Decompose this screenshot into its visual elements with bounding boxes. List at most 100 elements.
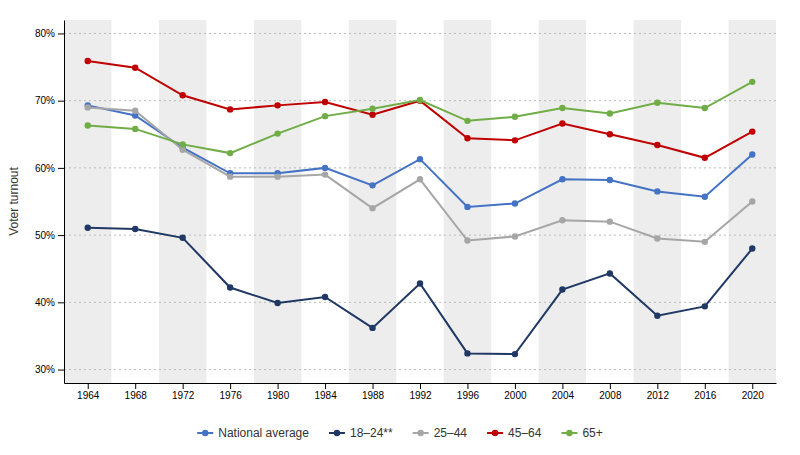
tick: 2008: [599, 383, 622, 401]
y-axis: 30%40%50%60%70%80%: [35, 21, 65, 384]
point: [702, 194, 708, 200]
line: [88, 228, 753, 354]
tick-mark: [230, 383, 231, 389]
point: [417, 176, 423, 182]
tick-mark: [58, 33, 64, 34]
point: [749, 151, 755, 157]
tick: 70%: [35, 95, 64, 106]
tick: 60%: [35, 163, 64, 174]
point: [512, 351, 518, 357]
grid-line: [64, 167, 776, 168]
point: [702, 239, 708, 245]
tick: 1984: [314, 383, 337, 401]
point: [179, 141, 185, 147]
tick: 80%: [35, 28, 64, 39]
point: [369, 325, 375, 331]
line: [88, 82, 753, 153]
line: [88, 105, 753, 207]
point: [417, 97, 423, 103]
point: [227, 106, 233, 112]
tick-mark: [467, 383, 468, 389]
band: [159, 20, 206, 383]
point: [749, 79, 755, 85]
point: [85, 122, 91, 128]
tick-mark: [88, 383, 89, 389]
legend-item: 25–44: [413, 426, 468, 440]
legend-swatch: [566, 430, 572, 436]
tick-label: 1968: [125, 390, 148, 401]
tick: 1996: [457, 383, 480, 401]
point: [749, 198, 755, 204]
legend-item: National average: [197, 426, 309, 440]
point: [227, 173, 233, 179]
legend-label: 25–44: [434, 426, 468, 440]
tick-mark: [278, 383, 279, 389]
band: [729, 20, 776, 383]
point: [85, 225, 91, 231]
band: [634, 20, 681, 383]
point: [85, 58, 91, 64]
tick-mark: [373, 383, 374, 389]
point: [654, 99, 660, 105]
point: [464, 350, 470, 356]
series: [85, 102, 756, 210]
tick: 1968: [125, 383, 148, 401]
plot-area: 1964196819721976198019841988199219962000…: [7, 20, 777, 401]
tick-mark: [515, 383, 516, 389]
point: [607, 177, 613, 183]
point: [512, 137, 518, 143]
point: [274, 102, 280, 108]
tick-label: 50%: [35, 230, 55, 241]
legend-item: 18–24**: [329, 426, 393, 440]
point: [369, 205, 375, 211]
tick-label: 1984: [314, 390, 337, 401]
point: [322, 171, 328, 177]
point: [417, 280, 423, 286]
tick-mark: [610, 383, 611, 389]
point: [179, 92, 185, 98]
point: [369, 182, 375, 188]
legend-swatch: [202, 430, 208, 436]
point: [702, 155, 708, 161]
tick-mark: [135, 383, 136, 389]
band: [64, 20, 111, 383]
tick-mark: [58, 370, 64, 371]
point: [322, 165, 328, 171]
tick-mark: [657, 383, 658, 389]
point: [417, 97, 423, 103]
tick: 1988: [362, 383, 385, 401]
tick-mark: [752, 383, 753, 389]
point: [417, 156, 423, 162]
band: [254, 20, 301, 383]
tick: 2020: [742, 383, 765, 401]
point: [322, 294, 328, 300]
tick-label: 2000: [504, 390, 527, 401]
tick: 1980: [267, 383, 290, 401]
axis-line: [64, 21, 65, 384]
line: [88, 107, 753, 241]
legend-swatch: [417, 430, 423, 436]
point: [464, 204, 470, 210]
point: [132, 226, 138, 232]
tick-label: 1972: [172, 390, 195, 401]
point: [132, 65, 138, 71]
point: [274, 173, 280, 179]
bands: [64, 20, 776, 383]
point: [512, 233, 518, 239]
point: [464, 118, 470, 124]
point: [607, 218, 613, 224]
x-axis: 1964196819721976198019841988199219962000…: [65, 383, 777, 401]
tick-label: 40%: [35, 297, 55, 308]
axis-title: Voter turnout: [7, 166, 21, 235]
tick-label: 1988: [362, 390, 385, 401]
point: [654, 188, 660, 194]
series: [85, 225, 756, 358]
grid: [64, 33, 776, 369]
point: [322, 99, 328, 105]
tick-mark: [705, 383, 706, 389]
point: [132, 126, 138, 132]
point: [369, 106, 375, 112]
tick: 2000: [504, 383, 527, 401]
chart: 1964196819721976198019841988199219962000…: [0, 0, 800, 455]
legend-swatch: [492, 430, 498, 436]
